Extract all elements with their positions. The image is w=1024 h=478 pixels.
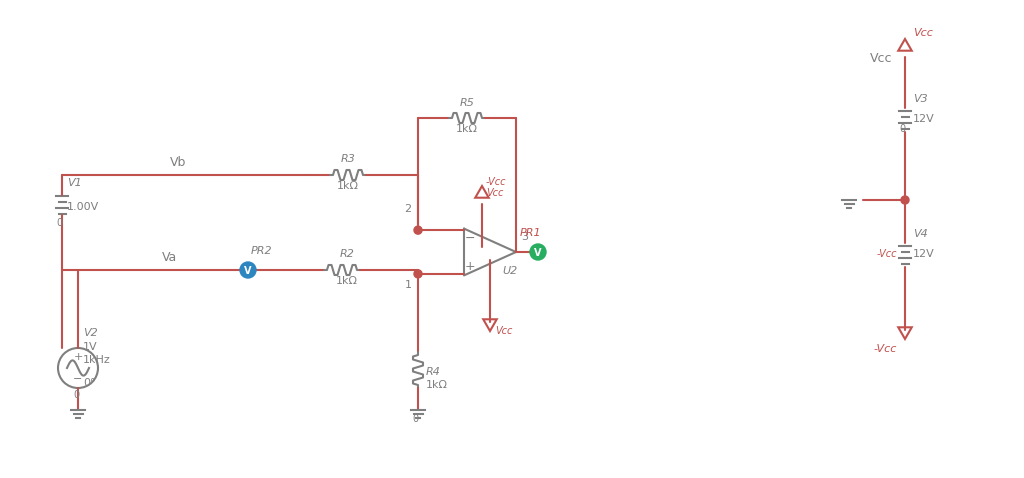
Circle shape xyxy=(901,196,909,204)
Text: 1V: 1V xyxy=(83,342,97,352)
Text: 1: 1 xyxy=(404,280,412,290)
Text: -Vcc: -Vcc xyxy=(486,177,507,187)
Text: 3: 3 xyxy=(521,232,528,242)
Text: V3: V3 xyxy=(913,94,928,104)
Text: −: − xyxy=(465,231,475,244)
Text: V1: V1 xyxy=(67,178,82,188)
Text: U2: U2 xyxy=(502,266,517,276)
Text: Vcc: Vcc xyxy=(870,52,893,65)
Circle shape xyxy=(240,262,256,278)
Text: V: V xyxy=(245,265,252,275)
Text: 1kΩ: 1kΩ xyxy=(456,124,478,134)
Text: V: V xyxy=(535,248,542,258)
Text: 0°: 0° xyxy=(83,378,95,388)
Text: +: + xyxy=(74,352,83,362)
Text: R5: R5 xyxy=(460,98,474,108)
Text: Vb: Vb xyxy=(170,156,186,169)
Text: Vcc: Vcc xyxy=(495,326,512,336)
Text: 12V: 12V xyxy=(913,249,935,259)
Text: R4: R4 xyxy=(426,367,441,377)
Text: 0: 0 xyxy=(73,390,79,400)
Text: −: − xyxy=(74,374,83,384)
Circle shape xyxy=(414,270,422,278)
Text: 1.00V: 1.00V xyxy=(67,202,99,212)
Text: -Vcc: -Vcc xyxy=(877,249,897,259)
Text: R2: R2 xyxy=(340,249,354,259)
Text: 0: 0 xyxy=(412,414,418,424)
Text: 1kHz: 1kHz xyxy=(83,355,111,365)
Text: 0: 0 xyxy=(56,218,62,228)
Text: 1kΩ: 1kΩ xyxy=(337,181,359,191)
Text: 1kΩ: 1kΩ xyxy=(336,276,358,286)
Circle shape xyxy=(414,226,422,234)
Text: PR2: PR2 xyxy=(251,246,272,256)
Circle shape xyxy=(530,244,546,260)
Text: 12V: 12V xyxy=(913,114,935,124)
Text: 1kΩ: 1kΩ xyxy=(426,380,449,390)
Text: 0: 0 xyxy=(899,124,905,134)
Text: Va: Va xyxy=(163,251,177,264)
Text: V4: V4 xyxy=(913,229,928,239)
Text: 2: 2 xyxy=(404,204,412,214)
Text: V2: V2 xyxy=(83,328,97,338)
Text: +: + xyxy=(465,260,475,272)
Text: R3: R3 xyxy=(341,154,355,164)
Text: -Vcc: -Vcc xyxy=(873,344,897,354)
Text: Vcc: Vcc xyxy=(486,188,504,198)
Text: Vcc: Vcc xyxy=(913,28,933,38)
Text: PR1: PR1 xyxy=(520,228,542,238)
